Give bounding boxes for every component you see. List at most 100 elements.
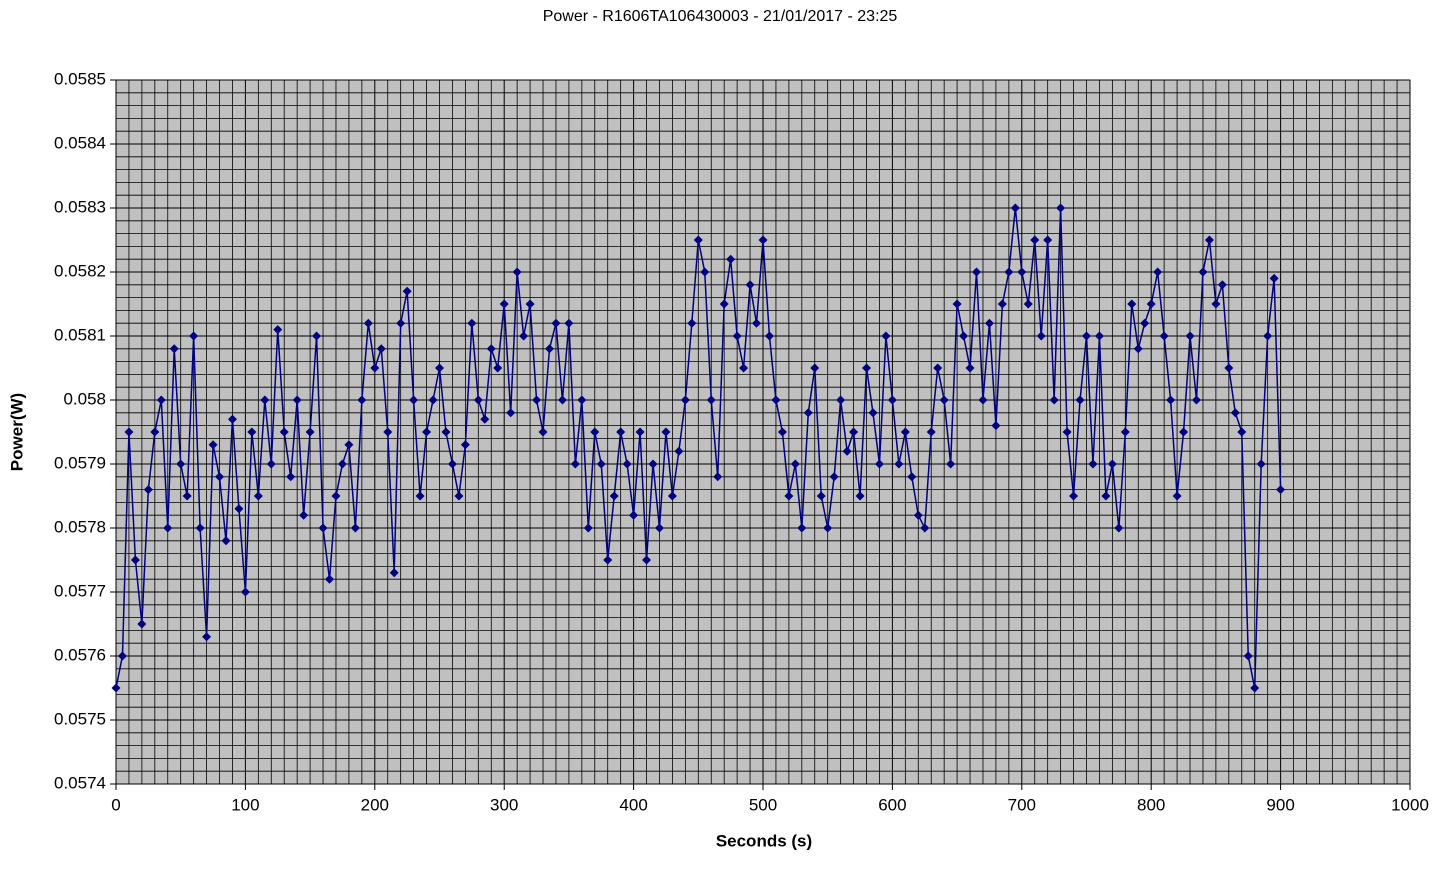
data-point (1276, 485, 1286, 495)
data-point (959, 331, 969, 341)
data-point (299, 510, 309, 520)
data-point (402, 286, 412, 296)
x-tick-label: 100 (231, 795, 259, 814)
data-point (279, 427, 289, 437)
data-point (1256, 459, 1266, 469)
data-point (855, 491, 865, 501)
data-point (253, 491, 263, 501)
data-point (215, 472, 225, 482)
data-point (460, 440, 470, 450)
data-point (978, 395, 988, 405)
data-point (557, 395, 567, 405)
data-point (1101, 491, 1111, 501)
data-point (667, 491, 677, 501)
data-point (1153, 267, 1163, 277)
data-point (972, 267, 982, 277)
data-point (422, 427, 432, 437)
data-point (1043, 235, 1053, 245)
data-point (881, 331, 891, 341)
data-point (939, 395, 949, 405)
data-point (1036, 331, 1046, 341)
data-point (739, 363, 749, 373)
data-point (130, 555, 140, 565)
data-point (693, 235, 703, 245)
data-point (745, 280, 755, 290)
data-point (842, 446, 852, 456)
data-point (1094, 331, 1104, 341)
y-tick-label: 0.0576 (54, 645, 106, 664)
data-point (389, 568, 399, 578)
data-point (629, 510, 639, 520)
data-point (648, 459, 658, 469)
data-point (907, 472, 917, 482)
x-tick-label: 300 (490, 795, 518, 814)
data-point (506, 408, 516, 418)
data-point (836, 395, 846, 405)
x-tick-label: 1000 (1391, 795, 1429, 814)
data-point (117, 651, 127, 661)
data-point (544, 344, 554, 354)
data-point (111, 683, 121, 693)
x-tick-label: 0 (111, 795, 120, 814)
data-point (1127, 299, 1137, 309)
data-point (1211, 299, 1221, 309)
data-point (997, 299, 1007, 309)
data-point (1107, 459, 1117, 469)
data-point (202, 632, 212, 642)
data-point (1069, 491, 1079, 501)
data-point (1237, 427, 1247, 437)
data-point (480, 414, 490, 424)
data-point (894, 459, 904, 469)
y-tick-label: 0.0574 (54, 773, 106, 792)
data-point (1204, 235, 1214, 245)
data-point (1243, 651, 1253, 661)
y-tick-label: 0.0583 (54, 197, 106, 216)
data-point (887, 395, 897, 405)
x-tick-label: 700 (1008, 795, 1036, 814)
data-point (260, 395, 270, 405)
data-point (124, 427, 134, 437)
data-point (758, 235, 768, 245)
data-point (1017, 267, 1027, 277)
data-point (790, 459, 800, 469)
data-point (376, 344, 386, 354)
data-point (383, 427, 393, 437)
data-point (849, 427, 859, 437)
data-point (363, 318, 373, 328)
data-point (965, 363, 975, 373)
data-point (1146, 299, 1156, 309)
data-point (616, 427, 626, 437)
data-point (292, 395, 302, 405)
data-point (1217, 280, 1227, 290)
data-point (447, 459, 457, 469)
data-point (1114, 523, 1124, 533)
data-point (726, 254, 736, 264)
data-point (1191, 395, 1201, 405)
data-point (467, 318, 477, 328)
x-tick-label: 900 (1266, 795, 1294, 814)
data-point (189, 331, 199, 341)
data-point (409, 395, 419, 405)
data-point (991, 421, 1001, 431)
data-point (435, 363, 444, 373)
data-point (551, 318, 561, 328)
data-point (1250, 683, 1260, 693)
data-point (240, 587, 250, 597)
data-point (719, 299, 729, 309)
y-tick-label: 0.0575 (54, 709, 106, 728)
data-point (1010, 203, 1020, 213)
data-point (764, 331, 774, 341)
x-tick-label: 500 (749, 795, 777, 814)
y-tick-label: 0.0578 (54, 517, 106, 536)
data-point (577, 395, 587, 405)
data-point (926, 427, 936, 437)
data-point (538, 427, 548, 437)
x-tick-label: 600 (878, 795, 906, 814)
data-point (221, 536, 231, 546)
data-point (862, 363, 872, 373)
data-point (603, 555, 613, 565)
data-point (1269, 273, 1279, 283)
data-point (816, 491, 826, 501)
